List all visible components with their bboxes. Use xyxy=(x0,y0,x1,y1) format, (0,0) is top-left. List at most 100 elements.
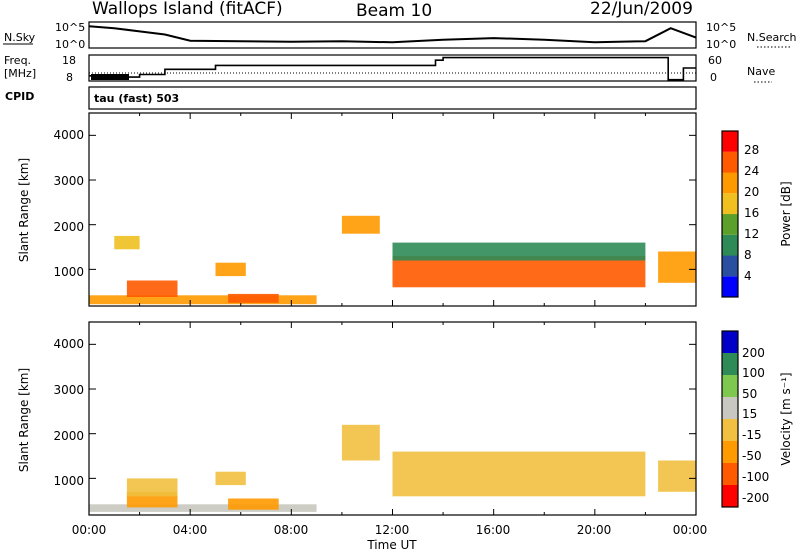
xtick-0800: 08:00 xyxy=(274,523,309,537)
power-region-2 xyxy=(228,293,279,303)
power-cb-tick-24: 24 xyxy=(744,164,759,178)
power-colorbar: 28 24 20 16 12 8 4 Power [dB] xyxy=(721,130,793,298)
velocity-ytick-3000: 3000 xyxy=(53,383,84,397)
power-ytick-3000: 3000 xyxy=(53,174,84,188)
velocity-cb-swatch-3 xyxy=(722,419,738,441)
power-cb-swatch-7 xyxy=(722,131,738,152)
nsearch-tick-top: 10^5 xyxy=(706,21,736,34)
power-cb-swatch-6 xyxy=(722,151,738,173)
vel-cb-tick-100: 100 xyxy=(742,366,765,380)
power-cb-tick-12: 12 xyxy=(744,227,759,241)
power-colorbar-swatches xyxy=(722,131,738,298)
cpid-label: CPID xyxy=(5,90,34,103)
power-ytick-4000: 4000 xyxy=(53,128,84,142)
freq-tick-bottom: 8 xyxy=(66,71,73,84)
velocity-cb-label: Velocity [m s⁻¹] xyxy=(779,372,793,465)
power-ytick-2000: 2000 xyxy=(53,220,84,234)
power-region-1 xyxy=(126,280,178,297)
velocity-cb-swatch-5 xyxy=(722,375,738,397)
velocity-ylabel: Slant Range [km] xyxy=(17,368,31,472)
x-axis: 00:00 04:00 08:00 12:00 16:00 20:00 00:0… xyxy=(72,523,708,552)
velocity-colorbar-frame xyxy=(721,330,739,508)
station-title: Wallops Island (fitACF) xyxy=(92,0,283,19)
freq-series xyxy=(89,56,696,81)
nsearch-label: N.Search xyxy=(747,31,797,44)
xtick-1200: 12:00 xyxy=(375,523,410,537)
power-cb-tick-8: 8 xyxy=(744,248,752,262)
power-panel: 4000 3000 2000 1000 Slant Range [km] xyxy=(17,112,697,307)
velocity-ytick-1000: 1000 xyxy=(53,474,84,488)
velocity-cb-swatch-1 xyxy=(722,463,738,485)
power-region-7 xyxy=(392,242,646,261)
power-cb-tick-4: 4 xyxy=(744,269,752,283)
vel-cb-tick-200: 200 xyxy=(742,346,765,360)
freq-unit-label: [MHz] xyxy=(4,67,36,80)
vel-cb-tick-15: 15 xyxy=(742,407,757,421)
velocity-region-5 xyxy=(341,424,380,461)
velocity-cb-swatch-7 xyxy=(722,331,738,353)
beam-title: Beam 10 xyxy=(356,1,432,21)
cpid-panel: CPID tau (fast) 503 xyxy=(5,86,697,110)
power-cb-label: Power [dB] xyxy=(779,181,793,246)
power-cb-tick-20: 20 xyxy=(744,185,759,199)
velocity-region-4 xyxy=(215,471,246,486)
power-region-8 xyxy=(658,251,696,283)
freq-tick-top: 18 xyxy=(62,54,76,67)
power-region-0 xyxy=(89,295,317,305)
cpid-text: tau (fast) 503 xyxy=(94,92,179,105)
power-region-3 xyxy=(215,262,246,277)
power-region-5 xyxy=(341,215,380,234)
power-colorbar-frame xyxy=(721,130,739,298)
velocity-region-6 xyxy=(392,451,646,497)
velocity-region-0 xyxy=(89,504,317,512)
velocity-cb-swatch-4 xyxy=(722,397,738,419)
velocity-region-1 xyxy=(228,498,279,510)
power-cb-swatch-2 xyxy=(722,234,738,256)
power-cb-tick-28: 28 xyxy=(744,143,759,157)
nsky-series xyxy=(88,25,697,44)
nsky-label: N.Sky xyxy=(4,31,36,44)
power-region-4 xyxy=(114,235,140,250)
velocity-region-3 xyxy=(126,478,178,497)
xtick-2400: 00:00 xyxy=(673,523,708,537)
velocity-ytick-2000: 2000 xyxy=(53,429,84,443)
date-title: 22/Jun/2009 xyxy=(590,0,693,19)
vel-cb-tick-neg200: -200 xyxy=(742,491,769,505)
velocity-axis-ticks xyxy=(88,322,697,515)
nave-tick-top: 60 xyxy=(708,54,722,67)
power-cb-swatch-1 xyxy=(722,255,738,277)
xaxis-label: Time UT xyxy=(366,538,417,552)
nave-tick-bottom: 0 xyxy=(710,71,717,84)
power-cb-swatch-4 xyxy=(722,193,738,215)
nsky-tick-top: 10^5 xyxy=(55,21,85,34)
velocity-panel: 4000 3000 2000 1000 Slant Range [km] xyxy=(17,321,697,516)
freq-panel: Freq. [MHz] 18 8 60 0 Nave xyxy=(4,54,775,84)
nsky-tick-bottom: 10^0 xyxy=(55,38,85,51)
xtick-1600: 16:00 xyxy=(476,523,511,537)
power-axis-ticks xyxy=(88,113,697,306)
xtick-0000: 00:00 xyxy=(72,523,107,537)
nsearch-tick-bottom: 10^0 xyxy=(706,38,736,51)
nsky-frame xyxy=(88,21,697,49)
cpid-frame xyxy=(88,86,697,110)
velocity-data xyxy=(89,424,696,512)
power-ylabel: Slant Range [km] xyxy=(17,158,31,262)
power-cb-swatch-0 xyxy=(722,276,738,298)
velocity-region-7 xyxy=(658,460,696,492)
velocity-colorbar-swatches xyxy=(722,331,738,507)
freq-frame xyxy=(88,54,697,82)
vel-cb-tick-50: 50 xyxy=(742,387,757,401)
velocity-cb-swatch-6 xyxy=(722,353,738,375)
xtick-2000: 20:00 xyxy=(577,523,612,537)
nave-label: Nave xyxy=(747,65,775,78)
velocity-cb-swatch-0 xyxy=(722,485,738,507)
vel-cb-tick-neg15: -15 xyxy=(742,428,762,442)
nsky-panel: N.Sky 10^5 10^0 10^5 10^0 N.Search xyxy=(3,21,797,51)
power-cb-swatch-5 xyxy=(722,172,738,194)
power-region-6 xyxy=(392,256,646,288)
velocity-cb-swatch-2 xyxy=(722,441,738,463)
power-cb-tick-16: 16 xyxy=(744,206,759,220)
freq-noise-block xyxy=(91,74,129,80)
power-ytick-1000: 1000 xyxy=(53,265,84,279)
